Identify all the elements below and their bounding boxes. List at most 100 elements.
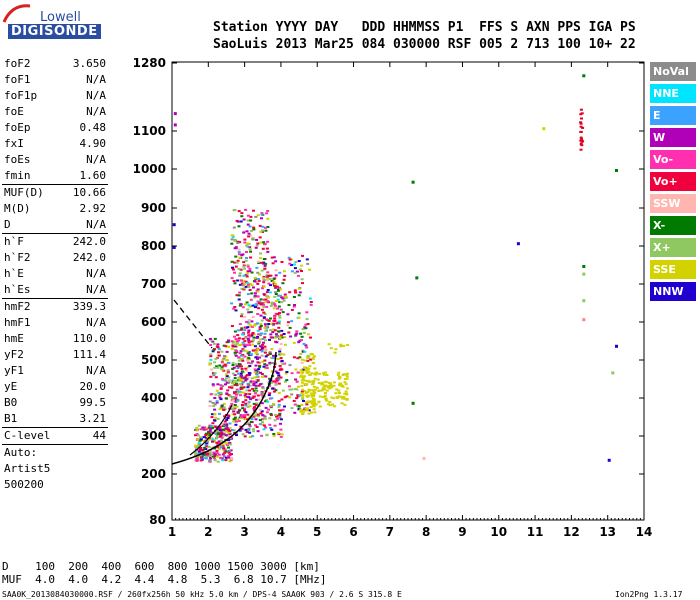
echo-point: [245, 230, 249, 233]
echo-point: [307, 409, 311, 412]
echo-point: [248, 270, 252, 273]
logo-swoosh-icon: [2, 4, 31, 23]
echo-point: [244, 411, 248, 414]
echo-point: [312, 403, 316, 406]
echo-point: [278, 312, 281, 315]
echo-point: [233, 282, 237, 285]
echo-point: [337, 395, 341, 398]
echo-point: [266, 250, 270, 253]
echo-point: [196, 434, 200, 437]
echo-point: [294, 378, 298, 381]
echo-point: [318, 395, 322, 398]
echo-point: [244, 399, 248, 402]
echo-point: [253, 368, 257, 371]
echo-point: [255, 337, 259, 339]
echo-point: [295, 380, 299, 383]
param-name: foEs: [4, 153, 31, 166]
echo-point: [233, 335, 236, 338]
echo-point: [213, 455, 217, 457]
echo-point: [202, 457, 205, 459]
echo-point: [271, 331, 275, 334]
echo-point: [237, 420, 241, 422]
echo-point: [252, 415, 256, 418]
echo-point: [252, 389, 256, 392]
echo-point: [253, 296, 257, 299]
echo-point: [235, 294, 239, 297]
y-tick-label: 200: [141, 467, 166, 481]
echo-point: [213, 403, 217, 406]
echo-point: [268, 392, 272, 395]
echo-point: [296, 357, 300, 360]
echo-point: [244, 367, 248, 370]
echo-point: [303, 379, 307, 382]
echo-point: [269, 413, 273, 415]
echo-point: [254, 387, 258, 390]
echo-point: [230, 429, 234, 431]
echo-point: [279, 409, 283, 412]
echo-point: [299, 369, 303, 372]
echo-point: [267, 394, 271, 397]
echo-point: [257, 307, 261, 310]
echo-point: [339, 343, 343, 346]
echo-point: [310, 411, 313, 414]
echo-point: [244, 280, 248, 283]
echo-point: [302, 409, 306, 412]
param-value: N/A: [86, 153, 106, 166]
echo-point: [273, 317, 277, 320]
echo-point: [295, 397, 299, 400]
echo-point: [270, 302, 274, 305]
echo-point: [261, 338, 265, 340]
echo-point: [204, 428, 208, 431]
echo-point: [212, 455, 215, 458]
echo-point: [305, 383, 309, 386]
echo-point: [234, 396, 238, 399]
echo-point: [258, 419, 262, 422]
echo-point: [245, 389, 249, 392]
echo-point: [249, 234, 253, 237]
echo-point: [266, 240, 270, 243]
echo-point: [301, 282, 304, 285]
echo-point: [245, 350, 249, 353]
echo-point: [274, 389, 278, 392]
echo-point: [300, 390, 304, 393]
echo-point: [239, 386, 243, 389]
footer-muf-line: MUF 4.0 4.0 4.2 4.4 4.8 5.3 6.8 10.7 [MH…: [2, 573, 327, 586]
echo-point: [267, 319, 271, 322]
echo-point: [232, 410, 236, 413]
echo-point: [299, 374, 303, 377]
echo-point: [209, 393, 213, 396]
echo-point: [276, 294, 280, 297]
echo-point: [236, 410, 240, 413]
param-value: 242.0: [72, 251, 106, 264]
echo-point: [247, 331, 250, 334]
echo-point: [299, 408, 303, 411]
echo-point: [253, 276, 257, 279]
echo-point: [258, 273, 261, 276]
param-name: 500200: [4, 478, 44, 491]
echo-point: [297, 260, 301, 262]
y-tick-label: 80: [149, 513, 166, 527]
echo-point: [226, 455, 230, 458]
echo-point: [270, 362, 274, 364]
echo-point: [262, 424, 266, 427]
echo-point: [222, 344, 226, 347]
echo-point: [216, 452, 220, 455]
echo-point: [263, 359, 267, 362]
param-row: D N/A: [2, 217, 108, 233]
echo-point: [246, 214, 250, 217]
echo-point: [292, 263, 296, 266]
echo-point: [215, 401, 219, 404]
echo-point: [265, 364, 269, 367]
echo-point: [266, 271, 270, 274]
echo-point: [246, 337, 250, 340]
echo-point: [337, 377, 341, 380]
echo-point: [258, 300, 262, 303]
echo-point: [242, 331, 245, 334]
parameter-panel: foF2 3.650 foF1 N/A foF1p N/A foE N/A foEp 0.48 fx…: [2, 56, 108, 493]
echo-point: [244, 208, 248, 211]
echo-point: [242, 218, 246, 221]
echo-point: [204, 448, 208, 450]
echo-point: [246, 242, 250, 245]
echo-point: [209, 430, 213, 433]
param-name: Auto:: [4, 446, 38, 459]
